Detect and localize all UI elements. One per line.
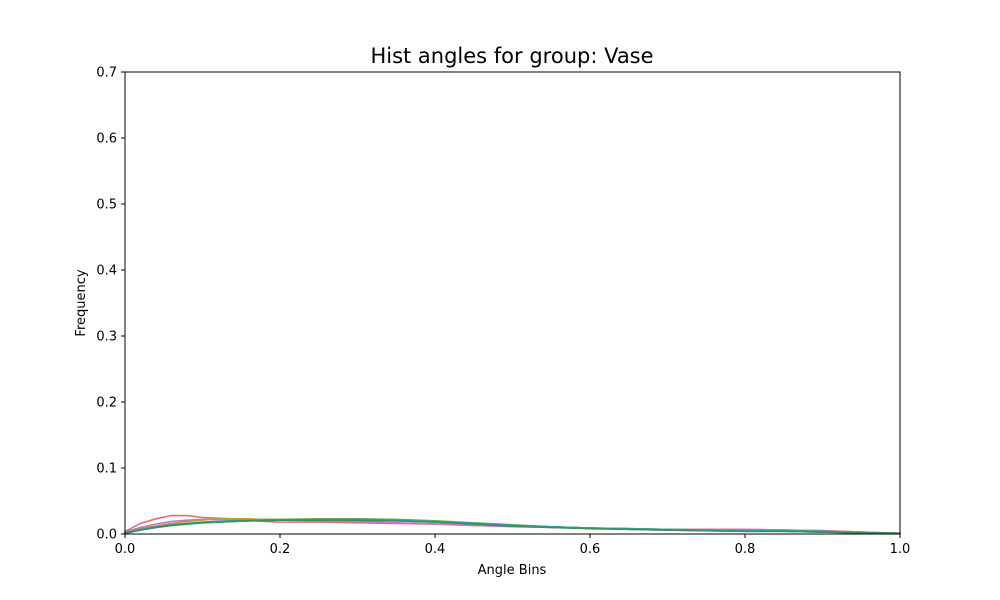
y-tick-label: 0.3 (96, 330, 117, 345)
y-tick-label: 0.7 (96, 66, 117, 81)
y-tick-label: 0.1 (96, 462, 117, 477)
y-tick-label: 0.4 (96, 264, 117, 279)
x-tick-label: 0.6 (580, 542, 601, 557)
x-tick-label: 1.0 (890, 542, 911, 557)
series-line-7 (124, 519, 901, 535)
y-axis: 0.0 0.1 0.2 0.3 0.4 0.5 0.6 0.7 (96, 66, 125, 543)
y-tick-label: 0.6 (96, 132, 117, 147)
x-axis: 0.0 0.2 0.4 0.6 0.8 1.0 (115, 534, 911, 557)
x-tick-label: 0.4 (425, 542, 446, 557)
series-layer (124, 514, 901, 535)
y-tick-label: 0.5 (96, 198, 117, 213)
x-tick-label: 0.2 (270, 542, 291, 557)
x-axis-label: Angle Bins (478, 563, 547, 578)
plot-frame (124, 71, 901, 535)
chart-title: Hist angles for group: Vase (370, 44, 653, 68)
x-tick-label: 0.8 (735, 542, 756, 557)
x-tick-label: 0.0 (115, 542, 136, 557)
y-tick-label: 0.0 (96, 528, 117, 543)
y-tick-label: 0.2 (96, 396, 117, 411)
y-axis-label: Frequency (74, 269, 89, 336)
